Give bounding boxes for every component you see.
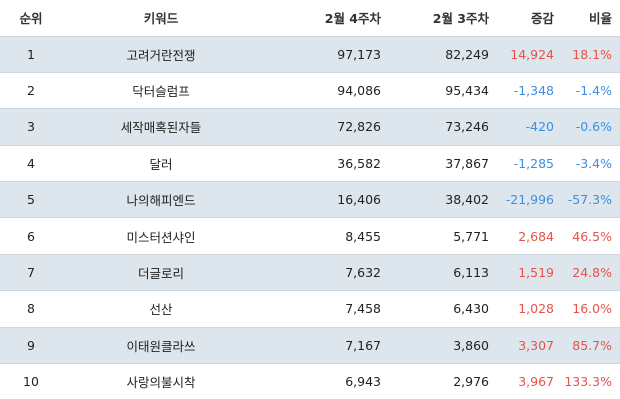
- cell-keyword: 이태원클라쓰: [62, 327, 260, 365]
- cell-week4: 7,458: [260, 290, 389, 328]
- cell-rank: 3: [0, 108, 62, 146]
- cell-keyword: 사랑의불시착: [62, 363, 260, 400]
- table-row: 4 달러 36,582 37,867 -1,285 -3.4%: [0, 145, 620, 183]
- cell-week4: 7,167: [260, 327, 389, 365]
- cell-keyword: 닥터슬럼프: [62, 72, 260, 110]
- cell-rate: 46.5%: [562, 217, 620, 255]
- table-row: 1 고려거란전쟁 97,173 82,249 14,924 18.1%: [0, 36, 620, 73]
- cell-change: -21,996: [497, 181, 562, 219]
- header-rank: 순위: [0, 0, 62, 37]
- cell-rate: 24.8%: [562, 254, 620, 292]
- header-week4: 2월 4주차: [260, 0, 389, 37]
- cell-keyword: 세작매혹된자들: [62, 108, 260, 146]
- cell-change: -420: [497, 108, 562, 146]
- header-row: 순위 키워드 2월 4주차 2월 3주차 증감 비율: [0, 0, 620, 37]
- cell-change: -1,348: [497, 72, 562, 110]
- cell-week3: 5,771: [389, 217, 497, 255]
- table-row: 10 사랑의불시착 6,943 2,976 3,967 133.3%: [0, 363, 620, 400]
- header-change: 증감: [497, 0, 562, 37]
- cell-rank: 1: [0, 36, 62, 73]
- cell-change: -1,285: [497, 145, 562, 183]
- cell-week4: 94,086: [260, 72, 389, 110]
- cell-rank: 7: [0, 254, 62, 292]
- table-row: 8 선산 7,458 6,430 1,028 16.0%: [0, 290, 620, 328]
- cell-keyword: 선산: [62, 290, 260, 328]
- cell-change: 1,028: [497, 290, 562, 328]
- cell-week4: 16,406: [260, 181, 389, 219]
- table-header: 순위 키워드 2월 4주차 2월 3주차 증감 비율: [0, 0, 620, 37]
- cell-rate: 16.0%: [562, 290, 620, 328]
- cell-week4: 97,173: [260, 36, 389, 73]
- cell-week3: 82,249: [389, 36, 497, 73]
- cell-change: 14,924: [497, 36, 562, 73]
- header-keyword: 키워드: [62, 0, 260, 37]
- header-week3: 2월 3주차: [389, 0, 497, 37]
- cell-week4: 6,943: [260, 363, 389, 400]
- cell-rank: 5: [0, 181, 62, 219]
- cell-change: 1,519: [497, 254, 562, 292]
- cell-week3: 37,867: [389, 145, 497, 183]
- cell-week4: 7,632: [260, 254, 389, 292]
- cell-keyword: 나의해피엔드: [62, 181, 260, 219]
- cell-rate: -1.4%: [562, 72, 620, 110]
- table-row: 9 이태원클라쓰 7,167 3,860 3,307 85.7%: [0, 327, 620, 365]
- cell-rate: -0.6%: [562, 108, 620, 146]
- cell-week3: 6,113: [389, 254, 497, 292]
- table-row: 5 나의해피엔드 16,406 38,402 -21,996 -57.3%: [0, 181, 620, 219]
- table-row: 2 닥터슬럼프 94,086 95,434 -1,348 -1.4%: [0, 72, 620, 110]
- cell-change: 3,307: [497, 327, 562, 365]
- cell-rate: -3.4%: [562, 145, 620, 183]
- cell-rank: 9: [0, 327, 62, 365]
- table-row: 3 세작매혹된자들 72,826 73,246 -420 -0.6%: [0, 108, 620, 146]
- table-body: 1 고려거란전쟁 97,173 82,249 14,924 18.1% 2 닥터…: [0, 36, 620, 400]
- table-row: 6 미스터션샤인 8,455 5,771 2,684 46.5%: [0, 217, 620, 255]
- cell-change: 3,967: [497, 363, 562, 400]
- cell-week4: 72,826: [260, 108, 389, 146]
- cell-week3: 6,430: [389, 290, 497, 328]
- cell-keyword: 달러: [62, 145, 260, 183]
- header-rate: 비율: [562, 0, 620, 37]
- cell-rate: 133.3%: [562, 363, 620, 400]
- cell-week3: 73,246: [389, 108, 497, 146]
- cell-rank: 8: [0, 290, 62, 328]
- cell-rate: -57.3%: [562, 181, 620, 219]
- cell-change: 2,684: [497, 217, 562, 255]
- cell-week3: 3,860: [389, 327, 497, 365]
- cell-keyword: 고려거란전쟁: [62, 36, 260, 73]
- table-row: 7 더글로리 7,632 6,113 1,519 24.8%: [0, 254, 620, 292]
- cell-rank: 4: [0, 145, 62, 183]
- cell-week4: 36,582: [260, 145, 389, 183]
- cell-week3: 95,434: [389, 72, 497, 110]
- cell-rank: 6: [0, 217, 62, 255]
- cell-week3: 38,402: [389, 181, 497, 219]
- cell-keyword: 더글로리: [62, 254, 260, 292]
- cell-keyword: 미스터션샤인: [62, 217, 260, 255]
- cell-week3: 2,976: [389, 363, 497, 400]
- cell-rate: 18.1%: [562, 36, 620, 73]
- cell-week4: 8,455: [260, 217, 389, 255]
- cell-rank: 2: [0, 72, 62, 110]
- cell-rate: 85.7%: [562, 327, 620, 365]
- cell-rank: 10: [0, 363, 62, 400]
